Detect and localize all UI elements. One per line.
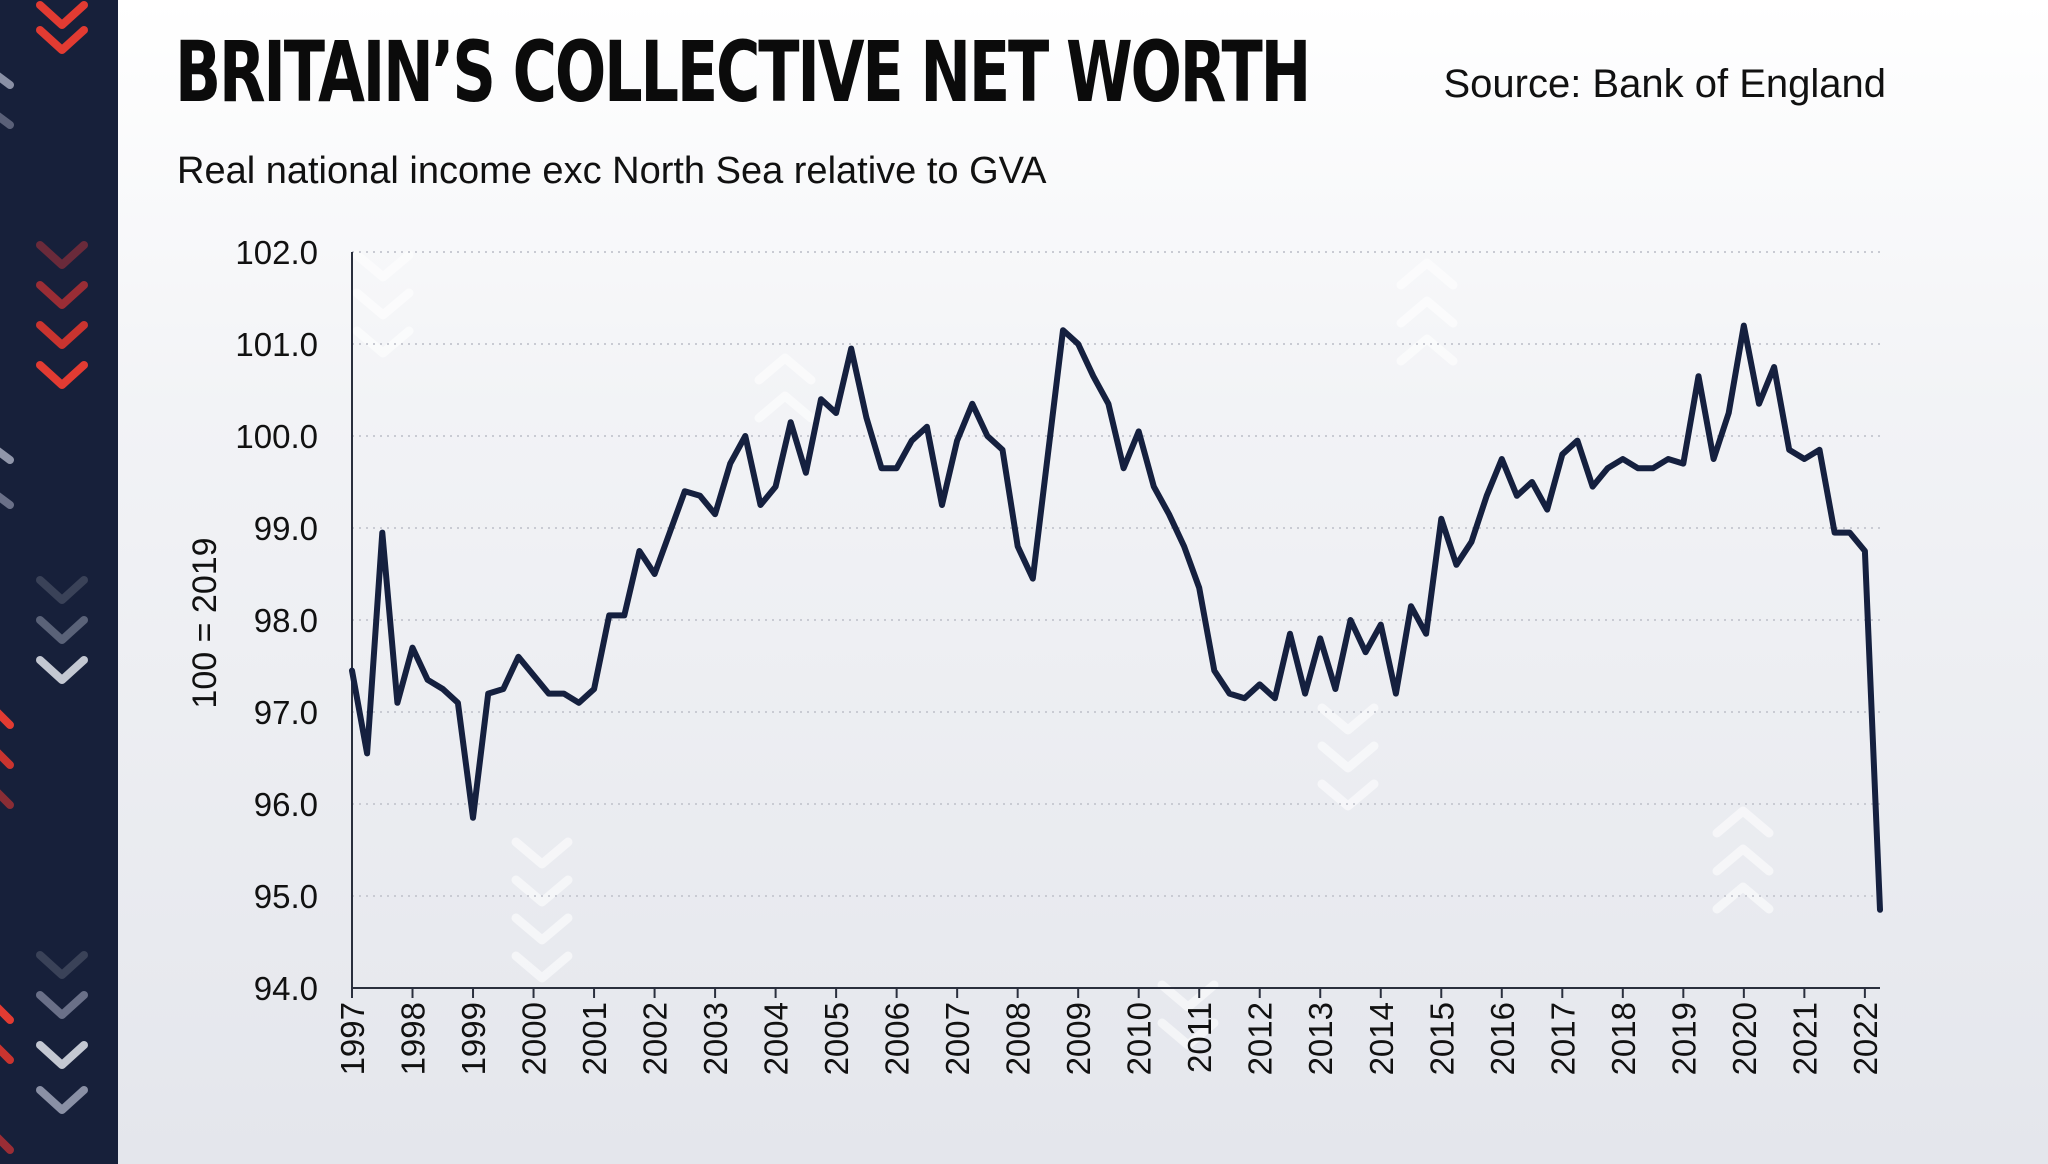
chevron-pattern bbox=[0, 1, 88, 1154]
chevron-icon bbox=[36, 616, 88, 644]
x-tick-label: 2010 bbox=[1121, 1002, 1158, 1075]
chevron-icon bbox=[0, 1044, 14, 1064]
y-tick-label: 101.0 bbox=[235, 326, 318, 363]
chevron-icon bbox=[1712, 882, 1774, 914]
chevron-icon bbox=[36, 1086, 88, 1114]
x-tick-label: 2000 bbox=[516, 1002, 553, 1075]
x-tick-label: 2019 bbox=[1665, 1002, 1702, 1075]
chevron-icon bbox=[36, 1041, 88, 1069]
x-tick-label: 1999 bbox=[455, 1002, 492, 1075]
y-tick-label: 98.0 bbox=[254, 602, 318, 639]
x-tick-label: 2006 bbox=[879, 1002, 916, 1075]
chevron-icon bbox=[36, 321, 88, 349]
x-tick-label: 2014 bbox=[1363, 1002, 1400, 1075]
y-tick-label: 100.0 bbox=[235, 418, 318, 455]
page-title: BRITAIN’S COLLECTIVE NET WORTH bbox=[175, 23, 1311, 121]
chevron-icon bbox=[352, 326, 414, 358]
chevron-icon bbox=[511, 837, 573, 869]
x-tick-label: 2022 bbox=[1847, 1002, 1884, 1075]
y-tick-label: 97.0 bbox=[254, 694, 318, 731]
y-tick-label: 99.0 bbox=[254, 510, 318, 547]
chevron-icon bbox=[1317, 741, 1379, 773]
chevron-icon bbox=[0, 1134, 14, 1154]
chevron-icon bbox=[1396, 296, 1458, 328]
chevron-icon bbox=[0, 1004, 14, 1024]
chevron-icon bbox=[1157, 1018, 1219, 1050]
x-tick-label: 2001 bbox=[576, 1002, 613, 1075]
chevron-icon bbox=[511, 951, 573, 983]
x-tick-label: 2020 bbox=[1726, 1002, 1763, 1075]
chevron-icon bbox=[0, 447, 14, 464]
x-tick-label: 2003 bbox=[697, 1002, 734, 1075]
x-tick-label: 2004 bbox=[758, 1002, 795, 1075]
series-line bbox=[349, 322, 1883, 913]
chevron-icon bbox=[1317, 779, 1379, 811]
x-tick-label: 2016 bbox=[1484, 1002, 1521, 1075]
chevron-icon bbox=[36, 1, 88, 29]
chevron-icon bbox=[1157, 980, 1219, 1012]
y-tick-label: 102.0 bbox=[235, 234, 318, 271]
axes bbox=[351, 252, 1880, 989]
chevron-icon bbox=[36, 951, 88, 979]
y-tick-label: 94.0 bbox=[254, 970, 318, 1007]
chevron-icon bbox=[36, 241, 88, 269]
x-tick-label: 1997 bbox=[334, 1002, 371, 1075]
x-tick-labels: 1997 1998 1999 2000 2001 2002 2003 2004 2005 2006… bbox=[334, 988, 1884, 1075]
x-tick-label: 1998 bbox=[395, 1002, 432, 1075]
chevron-icon bbox=[36, 26, 88, 54]
chevron-icon bbox=[352, 250, 414, 282]
decorative-sidebar bbox=[0, 0, 118, 1164]
chevron-icon bbox=[1396, 258, 1458, 290]
chevron-icon bbox=[0, 709, 14, 729]
chevron-icon bbox=[0, 492, 14, 509]
chevron-icon bbox=[0, 749, 14, 769]
chevron-icon bbox=[754, 353, 816, 385]
chevron-icon bbox=[0, 789, 14, 809]
chevron-icon bbox=[36, 991, 88, 1019]
x-tick-label: 2002 bbox=[637, 1002, 674, 1075]
x-tick-label: 2011 bbox=[1181, 1002, 1218, 1073]
x-tick-label: 2005 bbox=[818, 1002, 855, 1075]
chevron-icon bbox=[511, 913, 573, 945]
x-tick-label: 2009 bbox=[1060, 1002, 1097, 1075]
chevron-icon bbox=[1712, 806, 1774, 838]
chevron-icon bbox=[1712, 844, 1774, 876]
y-tick-labels: 102.0 101.0 100.0 99.0 98.0 97.0 96.0 95.0 94.0 bbox=[235, 234, 318, 1007]
chevron-icon bbox=[36, 281, 88, 309]
chevron-icon bbox=[0, 72, 14, 89]
x-tick-label: 2013 bbox=[1302, 1002, 1339, 1075]
chevron-icon bbox=[36, 656, 88, 684]
chevron-icon bbox=[0, 112, 14, 129]
gridlines bbox=[352, 251, 1880, 897]
x-tick-label: 2007 bbox=[939, 1002, 976, 1075]
chevron-icon bbox=[511, 875, 573, 907]
chart-subtitle: Real national income exc North Sea relat… bbox=[177, 150, 1047, 192]
x-tick-label: 2021 bbox=[1786, 1002, 1823, 1075]
x-tick-label: 2017 bbox=[1544, 1002, 1581, 1075]
chevron-icon bbox=[36, 361, 88, 389]
background-chevrons bbox=[352, 250, 1774, 1050]
source-label: Source: Bank of England bbox=[1443, 62, 1886, 106]
y-tick-label: 96.0 bbox=[254, 786, 318, 823]
x-tick-label: 2008 bbox=[1000, 1002, 1037, 1075]
y-axis-label: 100 = 2019 bbox=[186, 537, 224, 708]
x-tick-label: 2012 bbox=[1242, 1002, 1279, 1075]
y-tick-label: 95.0 bbox=[254, 878, 318, 915]
chevron-icon bbox=[754, 391, 816, 423]
chevron-icon bbox=[36, 576, 88, 604]
series-group bbox=[349, 322, 1883, 913]
chevron-icon bbox=[1396, 334, 1458, 366]
chevron-icon bbox=[1317, 703, 1379, 735]
x-tick-label: 2018 bbox=[1605, 1002, 1642, 1075]
chevron-icon bbox=[352, 288, 414, 320]
x-tick-label: 2015 bbox=[1423, 1002, 1460, 1075]
